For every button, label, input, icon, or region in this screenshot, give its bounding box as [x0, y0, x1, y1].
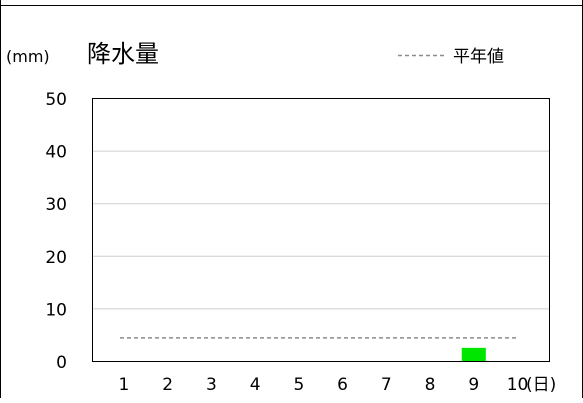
x-tick-label: 4 [250, 375, 261, 395]
y-tick-label: 0 [56, 353, 67, 373]
x-tick-labels: 1 2 3 4 5 6 7 8 9 10 [119, 375, 529, 395]
x-tick-label: 7 [381, 375, 392, 395]
y-unit-label: (mm) [6, 47, 50, 66]
grid-lines [92, 150, 549, 310]
x-tick-label: 2 [162, 375, 173, 395]
y-tick-labels: 0 10 20 30 40 50 [45, 90, 67, 373]
chart-title: 降水量 [87, 40, 159, 68]
x-tick-label: 1 [119, 375, 130, 395]
x-tick-label: 8 [425, 375, 436, 395]
x-tick-label: 3 [206, 375, 217, 395]
x-unit-label: (日) [526, 375, 556, 395]
x-tick-label: 9 [468, 375, 479, 395]
y-tick-label: 10 [45, 300, 67, 320]
x-tick-label: 5 [293, 375, 304, 395]
bars [461, 347, 486, 361]
y-tick-label: 20 [45, 248, 67, 268]
x-tick-label: 6 [337, 375, 348, 395]
y-tick-label: 40 [45, 143, 67, 163]
precip-bar [461, 347, 486, 361]
y-tick-label: 50 [45, 90, 67, 110]
plot-area [92, 98, 550, 362]
legend-normal-label: 平年値 [453, 47, 504, 67]
x-tick-label: 10 [507, 375, 529, 395]
y-tick-label: 30 [45, 195, 67, 215]
